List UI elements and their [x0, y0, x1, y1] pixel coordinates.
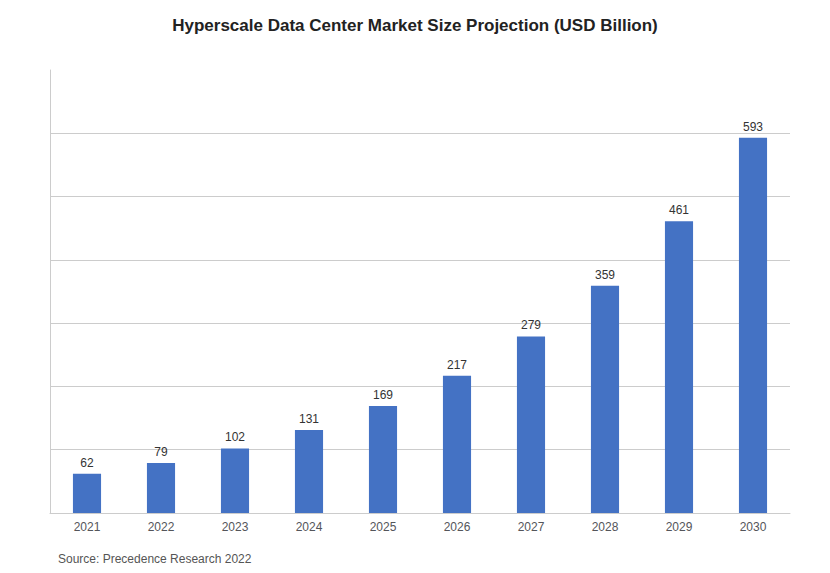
svg-text:131: 131	[299, 412, 319, 426]
svg-text:79: 79	[154, 445, 168, 459]
svg-text:2028: 2028	[592, 520, 619, 534]
svg-text:Source: Precedence Research 20: Source: Precedence Research 2022	[58, 552, 252, 566]
svg-text:62: 62	[80, 456, 94, 470]
svg-text:2024: 2024	[296, 520, 323, 534]
svg-text:359: 359	[595, 268, 615, 282]
svg-text:2026: 2026	[444, 520, 471, 534]
svg-text:279: 279	[521, 318, 541, 332]
svg-text:Hyperscale Data Center Market: Hyperscale Data Center Market Size Proje…	[172, 16, 658, 35]
svg-text:2029: 2029	[666, 520, 693, 534]
svg-text:2025: 2025	[370, 520, 397, 534]
svg-text:169: 169	[373, 388, 393, 402]
svg-text:102: 102	[225, 430, 245, 444]
svg-text:2022: 2022	[148, 520, 175, 534]
svg-text:2023: 2023	[222, 520, 249, 534]
svg-text:2027: 2027	[518, 520, 545, 534]
svg-text:461: 461	[669, 203, 689, 217]
svg-text:217: 217	[447, 358, 467, 372]
svg-text:2021: 2021	[74, 520, 101, 534]
svg-text:2030: 2030	[740, 520, 767, 534]
svg-text:593: 593	[743, 120, 763, 134]
